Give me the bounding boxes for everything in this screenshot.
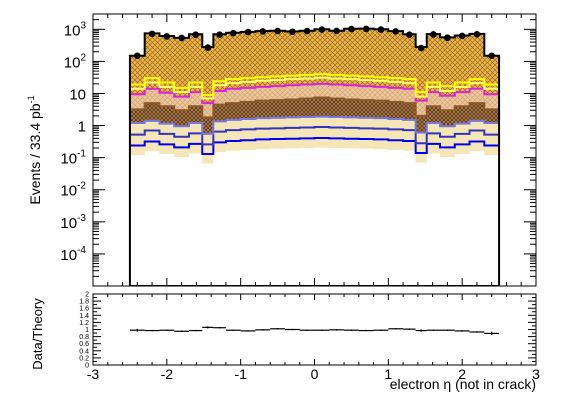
main-y-axis-label: Events / 33.4 pb-1 xyxy=(26,95,43,204)
ratio-y-tick-label: 0.2 xyxy=(79,355,89,362)
data-point xyxy=(229,29,237,37)
ratio-frame xyxy=(92,293,537,366)
ratio-y-axis-label: Data/Theory xyxy=(30,298,45,370)
data-point xyxy=(148,30,156,38)
main-y-tick-label: 103 xyxy=(64,20,87,39)
main-y-tick-label: 10-2 xyxy=(60,181,86,200)
data-point xyxy=(274,27,281,35)
x-tick-label: -1 xyxy=(234,366,247,382)
data-point xyxy=(289,28,296,36)
data-point xyxy=(333,27,340,35)
stack-fill-pink xyxy=(129,83,500,118)
data-point xyxy=(473,30,481,38)
main-y-tick-label: 102 xyxy=(64,52,87,71)
data-point xyxy=(392,28,400,35)
data-point xyxy=(488,52,496,60)
component-line-4 xyxy=(129,96,500,119)
ratio-y-tick-label: 0 xyxy=(85,363,89,370)
main-y-tick-label: 10-1 xyxy=(60,149,86,168)
data-point xyxy=(192,31,199,38)
ratio-y-tick-label: 2 xyxy=(85,292,89,299)
main-y-tick-label: 10-4 xyxy=(60,245,86,264)
ratio-panel: 00.20.40.60.811.21.41.61.82-3 -2 -1 0 1 2 3 xyxy=(79,292,540,383)
total-mc-line xyxy=(128,27,501,286)
data-point xyxy=(444,34,451,41)
component-line-2 xyxy=(129,76,500,100)
ratio-y-tick-label: 0.6 xyxy=(79,341,89,348)
x-tick-label: 1 xyxy=(384,366,392,382)
data-point xyxy=(244,28,252,36)
data-point xyxy=(216,31,223,38)
main-y-tick-label: 10-3 xyxy=(60,213,86,232)
data-point xyxy=(163,33,171,40)
data-point xyxy=(377,26,385,33)
ratio-y-tick-label: 1.6 xyxy=(79,306,89,313)
main-y-axis-label-sup: -1 xyxy=(26,95,36,103)
main-y-tick-label: 1 xyxy=(78,119,86,136)
data-point xyxy=(458,32,466,40)
data-point xyxy=(430,31,437,38)
component-line-3 xyxy=(129,82,500,105)
ratio-y-tick-label: 1 xyxy=(85,327,89,334)
ratio-y-tick-label: 1.4 xyxy=(79,313,89,320)
x-tick-label: 2 xyxy=(458,366,466,382)
ratio-y-tick-label: 0.4 xyxy=(79,348,89,355)
data-point xyxy=(406,31,413,38)
data-point xyxy=(417,44,425,52)
ratio-y-tick-label: 1.8 xyxy=(79,299,89,306)
x-tick-label: 3 xyxy=(532,366,540,382)
data-point xyxy=(318,26,326,33)
ratio-y-tick-label: 1.2 xyxy=(79,320,89,327)
stack-fill-brown-hatch xyxy=(129,97,500,134)
data-point xyxy=(178,34,185,42)
data-point xyxy=(348,25,355,33)
x-tick-label: -2 xyxy=(161,366,174,382)
component-line-7 xyxy=(129,136,500,155)
data-point xyxy=(303,27,311,35)
x-tick-label: -3 xyxy=(87,366,100,382)
data-point xyxy=(134,52,141,60)
component-line-6 xyxy=(129,126,500,146)
data-point xyxy=(259,28,267,35)
data-point xyxy=(204,44,212,51)
data-point xyxy=(362,25,370,33)
stack-fill-pale xyxy=(129,116,500,164)
main-y-tick-label: 10 xyxy=(69,86,86,103)
x-axis-label: electron η (not in crack) xyxy=(390,376,536,392)
component-line-5 xyxy=(129,115,500,135)
component-line-1 xyxy=(129,73,500,96)
ratio-y-tick-label: 0.8 xyxy=(79,334,89,341)
x-tick-label: 0 xyxy=(311,366,319,382)
